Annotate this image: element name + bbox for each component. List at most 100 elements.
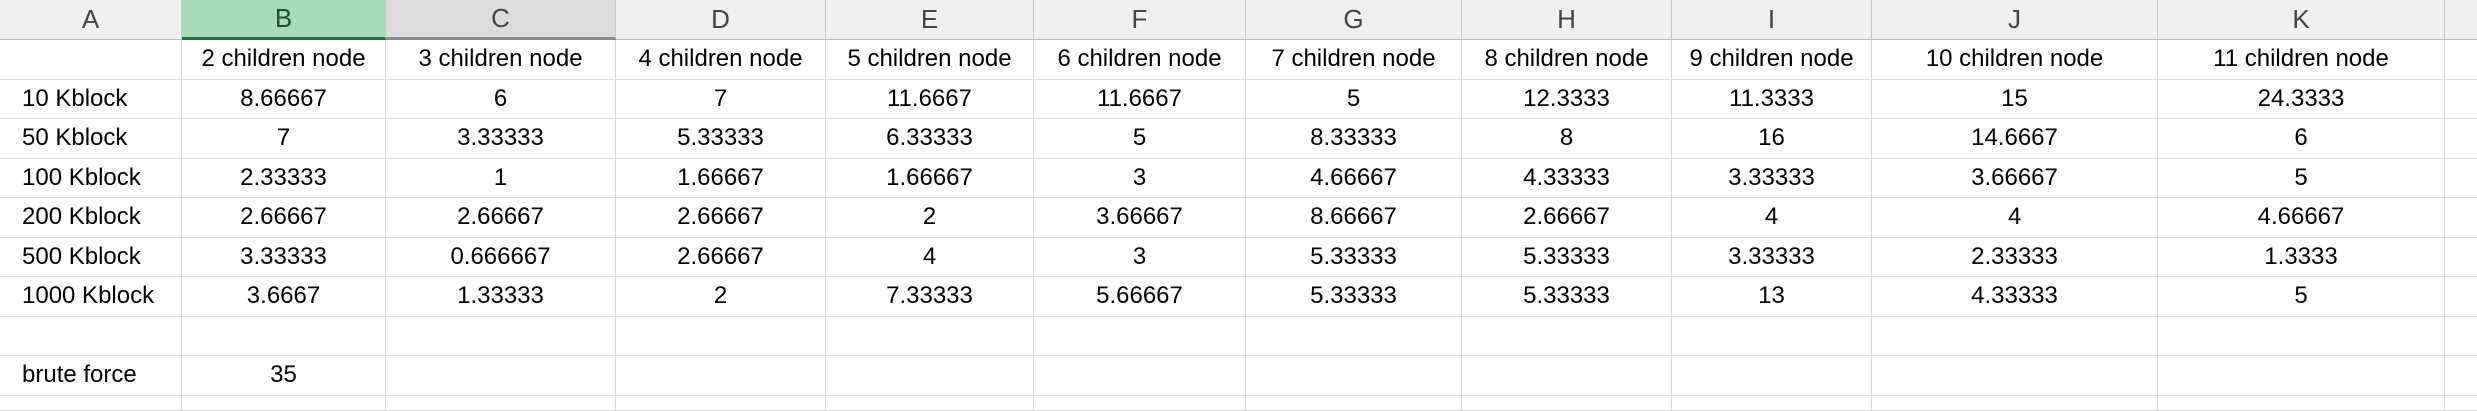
cell-j5[interactable]: 4	[1872, 198, 2158, 238]
cell-g5[interactable]: 8.66667	[1246, 198, 1462, 238]
header-cell-f[interactable]: 6 children node	[1034, 40, 1246, 80]
cell-i2[interactable]: 11.3333	[1672, 79, 1872, 119]
cell-b-partial[interactable]	[182, 395, 386, 411]
cell-i5[interactable]: 4	[1672, 198, 1872, 238]
cell-k4[interactable]: 5	[2158, 158, 2445, 198]
cell-i9[interactable]	[1672, 356, 1872, 396]
column-header-h[interactable]: H	[1462, 0, 1672, 40]
cell-j2[interactable]: 15	[1872, 79, 2158, 119]
header-cell-a[interactable]	[0, 40, 182, 80]
cell-e7[interactable]: 7.33333	[826, 277, 1034, 317]
header-cell-k[interactable]: 11 children node	[2158, 40, 2445, 80]
cell-f8[interactable]	[1034, 316, 1246, 356]
column-header-k[interactable]: K	[2158, 0, 2445, 40]
cell-j8[interactable]	[1872, 316, 2158, 356]
cell-b6[interactable]: 3.33333	[182, 237, 386, 277]
column-header-d[interactable]: D	[616, 0, 826, 40]
cell-d8[interactable]	[616, 316, 826, 356]
cell-d-partial[interactable]	[616, 395, 826, 411]
cell-k-partial[interactable]	[2158, 395, 2445, 411]
cell-g6[interactable]: 5.33333	[1246, 237, 1462, 277]
header-cell-e[interactable]: 5 children node	[826, 40, 1034, 80]
header-cell-j[interactable]: 10 children node	[1872, 40, 2158, 80]
cell-g7[interactable]: 5.33333	[1246, 277, 1462, 317]
cell-d2[interactable]: 7	[616, 79, 826, 119]
cell-h7[interactable]: 5.33333	[1462, 277, 1672, 317]
cell-e2[interactable]: 11.6667	[826, 79, 1034, 119]
cell-d9[interactable]	[616, 356, 826, 396]
cell-i8[interactable]	[1672, 316, 1872, 356]
cell-b2[interactable]: 8.66667	[182, 79, 386, 119]
cell-a6[interactable]: 500 Kblock	[0, 237, 182, 277]
column-header-g[interactable]: G	[1246, 0, 1462, 40]
cell-j7[interactable]: 4.33333	[1872, 277, 2158, 317]
cell-b7[interactable]: 3.6667	[182, 277, 386, 317]
cell-i3[interactable]: 16	[1672, 119, 1872, 159]
cell-a4[interactable]: 100 Kblock	[0, 158, 182, 198]
cell-g2[interactable]: 5	[1246, 79, 1462, 119]
cell-i6[interactable]: 3.33333	[1672, 237, 1872, 277]
cell-c8[interactable]	[386, 316, 616, 356]
cell-k7[interactable]: 5	[2158, 277, 2445, 317]
cell-c4[interactable]: 1	[386, 158, 616, 198]
cell-b4[interactable]: 2.33333	[182, 158, 386, 198]
cell-b3[interactable]: 7	[182, 119, 386, 159]
cell-i-partial[interactable]	[1672, 395, 1872, 411]
cell-c6[interactable]: 0.666667	[386, 237, 616, 277]
cell-d5[interactable]: 2.66667	[616, 198, 826, 238]
cell-a9[interactable]: brute force	[0, 356, 182, 396]
cell-h5[interactable]: 2.66667	[1462, 198, 1672, 238]
column-header-f[interactable]: F	[1034, 0, 1246, 40]
cell-k8[interactable]	[2158, 316, 2445, 356]
cell-a2[interactable]: 10 Kblock	[0, 79, 182, 119]
cell-c7[interactable]: 1.33333	[386, 277, 616, 317]
cell-h9[interactable]	[1462, 356, 1672, 396]
cell-e5[interactable]: 2	[826, 198, 1034, 238]
column-header-a[interactable]: A	[0, 0, 182, 40]
cell-h8[interactable]	[1462, 316, 1672, 356]
cell-j-partial[interactable]	[1872, 395, 2158, 411]
cell-c3[interactable]: 3.33333	[386, 119, 616, 159]
cell-h-partial[interactable]	[1462, 395, 1672, 411]
cell-d4[interactable]: 1.66667	[616, 158, 826, 198]
header-cell-d[interactable]: 4 children node	[616, 40, 826, 80]
cell-g8[interactable]	[1246, 316, 1462, 356]
cell-d6[interactable]: 2.66667	[616, 237, 826, 277]
cell-a-partial[interactable]	[0, 395, 182, 411]
header-cell-c[interactable]: 3 children node	[386, 40, 616, 80]
cell-g4[interactable]: 4.66667	[1246, 158, 1462, 198]
cell-e6[interactable]: 4	[826, 237, 1034, 277]
cell-j3[interactable]: 14.6667	[1872, 119, 2158, 159]
cell-h6[interactable]: 5.33333	[1462, 237, 1672, 277]
cell-f9[interactable]	[1034, 356, 1246, 396]
cell-f4[interactable]: 3	[1034, 158, 1246, 198]
cell-j6[interactable]: 2.33333	[1872, 237, 2158, 277]
cell-j4[interactable]: 3.66667	[1872, 158, 2158, 198]
cell-f7[interactable]: 5.66667	[1034, 277, 1246, 317]
cell-a7[interactable]: 1000 Kblock	[0, 277, 182, 317]
cell-a8[interactable]	[0, 316, 182, 356]
column-header-j[interactable]: J	[1872, 0, 2158, 40]
cell-e9[interactable]	[826, 356, 1034, 396]
cell-e8[interactable]	[826, 316, 1034, 356]
cell-f-partial[interactable]	[1034, 395, 1246, 411]
cell-k9[interactable]	[2158, 356, 2445, 396]
column-header-i[interactable]: I	[1672, 0, 1872, 40]
column-header-e[interactable]: E	[826, 0, 1034, 40]
cell-h2[interactable]: 12.3333	[1462, 79, 1672, 119]
header-cell-h[interactable]: 8 children node	[1462, 40, 1672, 80]
cell-c2[interactable]: 6	[386, 79, 616, 119]
cell-c-partial[interactable]	[386, 395, 616, 411]
cell-i7[interactable]: 13	[1672, 277, 1872, 317]
cell-a3[interactable]: 50 Kblock	[0, 119, 182, 159]
cell-b5[interactable]: 2.66667	[182, 198, 386, 238]
cell-d7[interactable]: 2	[616, 277, 826, 317]
cell-b8[interactable]	[182, 316, 386, 356]
header-cell-i[interactable]: 9 children node	[1672, 40, 1872, 80]
cell-a5[interactable]: 200 Kblock	[0, 198, 182, 238]
header-cell-b[interactable]: 2 children node	[182, 40, 386, 80]
cell-g9[interactable]	[1246, 356, 1462, 396]
cell-f3[interactable]: 5	[1034, 119, 1246, 159]
cell-h3[interactable]: 8	[1462, 119, 1672, 159]
cell-k2[interactable]: 24.3333	[2158, 79, 2445, 119]
